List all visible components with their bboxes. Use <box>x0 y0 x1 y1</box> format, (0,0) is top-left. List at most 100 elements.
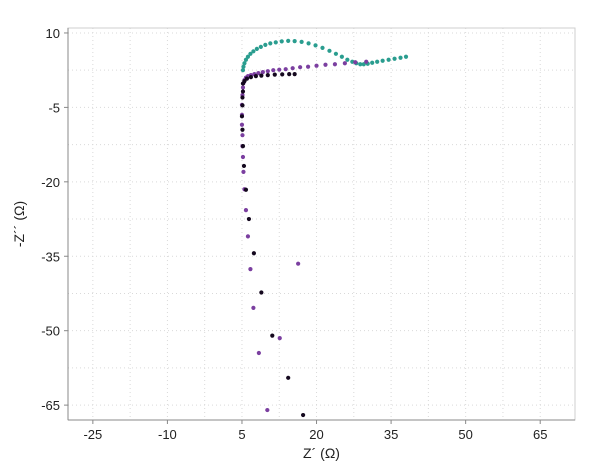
data-point <box>277 336 282 341</box>
data-point <box>380 58 385 63</box>
data-point <box>259 73 264 78</box>
y-axis-title: -Z´´ (Ω) <box>11 201 27 247</box>
data-point <box>253 74 258 79</box>
data-point <box>364 59 369 64</box>
data-points <box>239 38 409 418</box>
series-3 <box>239 72 306 418</box>
data-point <box>292 72 297 77</box>
data-point <box>398 55 403 60</box>
x-tick-label: 5 <box>238 427 245 442</box>
data-point <box>292 39 297 44</box>
data-point <box>258 44 263 49</box>
data-point <box>240 95 245 100</box>
data-point <box>286 38 291 44</box>
data-point <box>240 89 246 94</box>
data-point <box>263 42 268 47</box>
data-point <box>286 375 291 380</box>
data-point <box>242 61 247 66</box>
data-point <box>248 75 254 80</box>
data-point <box>241 169 246 174</box>
data-point <box>313 43 318 48</box>
y-tick-labels: 10 -5 -20 -35 -50 -65 <box>41 26 60 413</box>
data-point <box>345 57 350 62</box>
data-point <box>272 72 277 77</box>
data-point <box>290 66 295 71</box>
plot-frame <box>67 27 576 421</box>
data-point <box>342 61 347 66</box>
data-point <box>273 40 278 45</box>
data-point <box>241 64 246 69</box>
data-point <box>339 54 344 59</box>
data-point <box>245 234 251 239</box>
data-point <box>305 64 311 69</box>
data-point <box>239 122 245 127</box>
data-point <box>251 251 256 256</box>
grid <box>68 28 575 420</box>
data-point <box>270 333 275 338</box>
y-tick-label: -35 <box>41 249 60 264</box>
data-point <box>386 57 391 62</box>
data-point <box>392 56 397 61</box>
x-tick-labels: -25 -10 5 20 35 50 65 <box>83 427 547 442</box>
data-point <box>358 62 363 67</box>
series-2 <box>239 59 369 413</box>
data-point <box>245 54 251 59</box>
y-tick-label: -20 <box>41 175 60 190</box>
data-point <box>259 290 264 295</box>
x-axis-title: Z´ (Ω) <box>303 445 340 461</box>
data-point <box>251 49 256 54</box>
data-point <box>279 39 284 44</box>
x-tick-label: 65 <box>533 427 547 442</box>
data-point <box>240 68 246 73</box>
data-point <box>265 407 270 413</box>
data-point <box>280 72 285 77</box>
data-point <box>323 62 328 67</box>
data-point <box>244 76 250 81</box>
x-tick-label: 20 <box>309 427 323 442</box>
data-point <box>301 412 306 418</box>
data-point <box>240 143 246 149</box>
data-point <box>251 305 256 310</box>
series-1 <box>240 38 409 73</box>
data-point <box>241 163 247 169</box>
data-point <box>299 39 304 44</box>
data-point <box>248 51 253 56</box>
data-point <box>254 46 259 51</box>
y-tick-label: -5 <box>48 100 60 115</box>
data-point <box>298 65 303 70</box>
data-point <box>240 133 245 138</box>
data-point <box>370 60 375 65</box>
data-point <box>375 59 380 64</box>
y-tick-label: -65 <box>41 398 60 413</box>
data-point <box>239 114 245 119</box>
data-point <box>327 48 332 53</box>
x-tick-label: 50 <box>458 427 472 442</box>
data-point <box>277 67 282 72</box>
data-point <box>287 72 292 77</box>
data-point <box>283 67 288 72</box>
data-point <box>306 41 311 46</box>
x-tick-label: -25 <box>83 427 102 442</box>
data-point <box>268 41 273 46</box>
data-point <box>320 45 325 50</box>
y-tick-label: 10 <box>46 26 60 41</box>
data-point <box>240 103 245 108</box>
data-point <box>256 71 261 76</box>
y-tick-label: -50 <box>41 324 60 339</box>
data-point <box>265 69 270 74</box>
data-point <box>243 57 249 62</box>
data-point <box>333 51 339 56</box>
x-tick-label: 35 <box>384 427 398 442</box>
data-point <box>246 216 252 222</box>
data-point <box>243 208 249 213</box>
data-point <box>243 187 249 192</box>
data-point <box>260 70 265 75</box>
data-point <box>296 261 301 266</box>
data-point <box>240 85 246 90</box>
data-point <box>265 73 270 78</box>
axes <box>64 28 575 424</box>
data-point <box>271 68 276 73</box>
data-point <box>403 54 409 59</box>
x-tick-label: -10 <box>158 427 177 442</box>
